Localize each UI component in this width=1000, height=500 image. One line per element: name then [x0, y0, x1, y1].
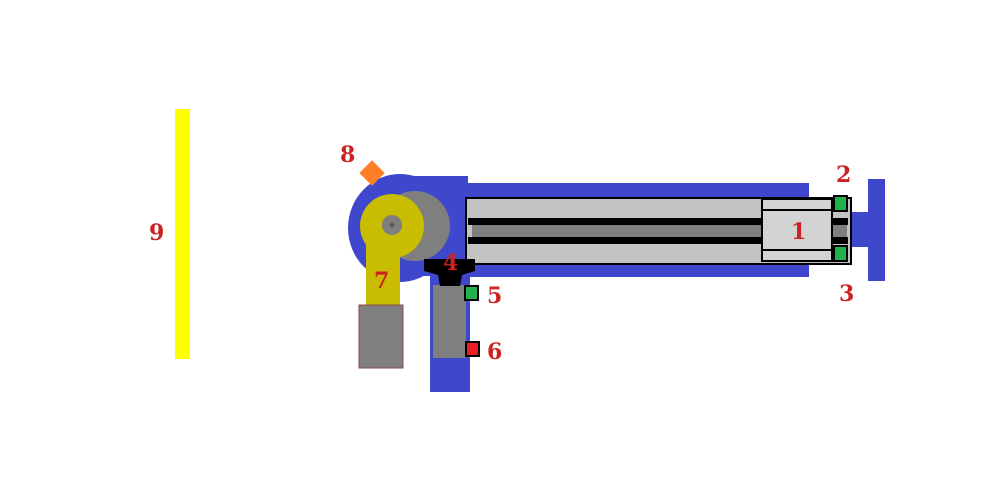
label-5: 5 — [487, 283, 502, 309]
rotary-arm — [360, 194, 424, 306]
lower-gray-cylinder — [433, 285, 466, 358]
label-7: 7 — [374, 268, 389, 294]
label-1: 1 — [791, 219, 806, 245]
rail-black-top — [468, 218, 848, 225]
sensor-green-bottom — [833, 245, 848, 262]
yellow-barrier-bar — [175, 109, 190, 359]
sensor-red-6 — [465, 341, 480, 357]
orange-marker — [359, 160, 385, 186]
rail-center-gray — [472, 225, 847, 237]
label-2: 2 — [836, 162, 851, 188]
label-8: 8 — [340, 142, 355, 168]
label-6: 6 — [487, 339, 502, 365]
housing-nose — [848, 212, 870, 247]
sensor-green-5 — [464, 285, 479, 301]
label-4: 4 — [443, 250, 458, 276]
rail-black-bottom — [468, 237, 848, 244]
sensor-green-top — [833, 195, 848, 212]
label-9: 9 — [149, 220, 164, 246]
arm-pivot-hole — [389, 222, 395, 228]
number-labels: 1 2 3 4 5 6 7 8 9 — [149, 142, 854, 365]
end-plate — [868, 179, 885, 281]
gray-weight-block — [358, 304, 404, 369]
label-3: 3 — [839, 281, 854, 307]
black-clamp — [424, 259, 475, 286]
